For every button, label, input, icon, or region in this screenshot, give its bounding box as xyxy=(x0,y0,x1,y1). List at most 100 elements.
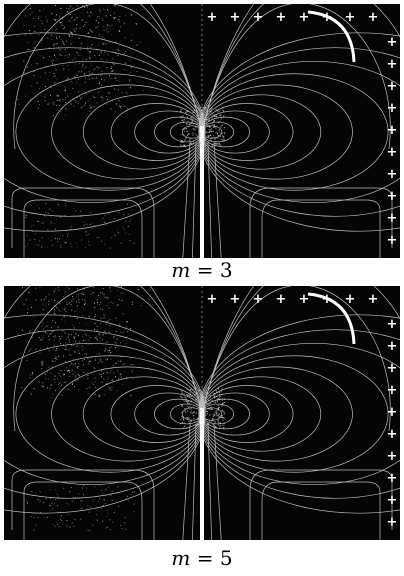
speckle-dot xyxy=(193,392,195,394)
speckle-dot xyxy=(187,110,189,112)
speckle-dot xyxy=(101,339,103,341)
speckle-dot xyxy=(35,287,37,289)
speckle-dot xyxy=(200,142,202,144)
speckle-dot xyxy=(192,134,194,136)
speckle-dot xyxy=(83,485,85,487)
speckle-dot xyxy=(81,96,83,98)
speckle-dot xyxy=(110,14,111,16)
speckle-dot xyxy=(86,46,88,48)
speckle-dot xyxy=(189,422,191,424)
speckle-dot xyxy=(94,386,96,388)
speckle-dot xyxy=(214,414,216,416)
speckle-dot xyxy=(70,43,72,45)
speckle-dot xyxy=(203,127,206,129)
speckle-dot xyxy=(109,325,111,327)
speckle-dot xyxy=(91,381,93,383)
speckle-dot xyxy=(25,33,27,35)
speckle-dot xyxy=(223,427,225,429)
speckle-dot xyxy=(192,415,194,417)
speckle-dot xyxy=(55,228,56,230)
speckle-dot xyxy=(210,408,212,410)
speckle-dot xyxy=(59,22,61,24)
speckle-dot xyxy=(190,138,192,140)
speckle-dot xyxy=(84,299,86,301)
speckle-dot xyxy=(106,297,108,299)
speckle-dot xyxy=(104,314,106,316)
plus-marker: + xyxy=(387,383,398,398)
speckle-dot xyxy=(82,315,83,317)
speckle-dot xyxy=(216,409,218,411)
speckle-dot xyxy=(184,422,186,424)
speckle-dot xyxy=(74,371,76,373)
speckle-dot xyxy=(182,399,185,401)
speckle-dot xyxy=(45,203,47,205)
speckle-dot xyxy=(74,496,76,498)
speckle-dot xyxy=(113,512,115,514)
speckle-dot xyxy=(53,340,55,342)
speckle-dot xyxy=(78,352,80,354)
speckle-dot xyxy=(89,107,91,109)
speckle-dot xyxy=(48,303,50,305)
speckle-dot xyxy=(33,529,35,531)
speckle-dot xyxy=(218,416,220,418)
speckle-dot xyxy=(216,413,218,415)
speckle-dot xyxy=(65,338,67,340)
speckle-dot xyxy=(79,96,81,98)
speckle-dot xyxy=(182,427,184,429)
plus-marker: + xyxy=(230,10,241,25)
speckle-dot xyxy=(205,139,207,141)
speckle-dot xyxy=(81,69,83,71)
speckle-dot xyxy=(201,140,203,143)
speckle-dot xyxy=(85,21,87,23)
speckle-dot xyxy=(33,47,35,49)
speckle-dot xyxy=(65,345,67,347)
speckle-dot xyxy=(137,294,139,296)
speckle-dot xyxy=(57,100,59,101)
speckle-dot xyxy=(129,79,131,81)
speckle-dot xyxy=(56,14,57,16)
speckle-dot xyxy=(115,317,117,319)
speckle-dot xyxy=(202,424,204,426)
speckle-dot xyxy=(212,400,214,402)
speckle-dot xyxy=(60,38,62,40)
speckle-dot xyxy=(75,74,77,75)
speckle-dot xyxy=(120,105,122,107)
speckle-dot xyxy=(130,364,132,366)
speckle-dot xyxy=(119,81,121,82)
speckle-dot xyxy=(117,48,119,50)
speckle-dot xyxy=(82,65,83,67)
speckle-dot xyxy=(124,37,126,39)
speckle-dot xyxy=(29,100,31,102)
speckle-dot xyxy=(210,128,213,130)
speckle-dot xyxy=(84,353,86,355)
speckle-dot xyxy=(40,512,42,514)
speckle-dot xyxy=(99,83,100,85)
speckle-dot xyxy=(219,110,221,112)
speckle-dot xyxy=(220,116,222,118)
speckle-dot xyxy=(135,9,137,11)
speckle-dot xyxy=(91,13,93,14)
stem-line xyxy=(192,141,197,258)
speckle-dot xyxy=(203,397,205,399)
speckle-dot xyxy=(45,377,47,379)
speckle-dot xyxy=(57,238,58,240)
speckle-dot xyxy=(102,334,104,336)
speckle-dot xyxy=(48,378,50,380)
speckle-dot xyxy=(60,515,62,517)
speckle-dot xyxy=(100,308,102,310)
outer-arc-right xyxy=(201,4,255,133)
speckle-dot xyxy=(61,394,63,396)
speckle-dot xyxy=(37,517,39,519)
speckle-dot xyxy=(115,330,117,332)
speckle-dot xyxy=(118,19,120,21)
speckle-dot xyxy=(182,393,184,395)
speckle-dot xyxy=(54,503,55,505)
speckle-dot xyxy=(78,37,80,39)
speckle-dot xyxy=(34,492,36,494)
speckle-dot xyxy=(54,30,56,32)
speckle-dot xyxy=(96,336,98,338)
speckle-dot xyxy=(27,72,29,74)
speckle-dot xyxy=(193,123,195,125)
speckle-dot xyxy=(41,37,43,39)
speckle-dot xyxy=(130,219,132,220)
